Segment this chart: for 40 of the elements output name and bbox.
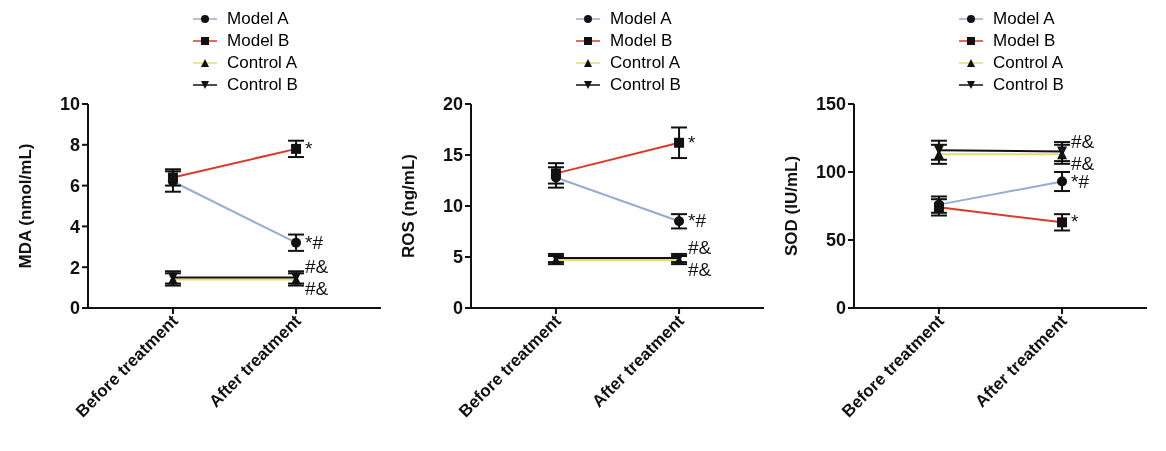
y-tick-label: 8	[69, 135, 80, 156]
annotation: #&	[688, 259, 712, 281]
y-tick-label: 150	[815, 94, 846, 115]
y-axis-title: SOD (IU/mL)	[782, 155, 802, 257]
annotation: *	[305, 137, 314, 159]
legend-label: Control B	[610, 74, 681, 96]
annotation: #&	[305, 278, 329, 300]
legend-label: Control A	[993, 52, 1063, 74]
y-tick-label: 15	[442, 145, 463, 166]
y-axis-title: MDA (nmol/mL)	[16, 143, 36, 269]
y-tick-label: 6	[69, 175, 80, 196]
y-tick-label: 0	[835, 298, 846, 319]
legend-label: Control A	[227, 52, 297, 74]
y-axis-title: ROS (ng/mL)	[399, 154, 419, 258]
annotation: *	[1071, 211, 1080, 233]
legend-label: Model B	[993, 30, 1056, 52]
y-tick-label: 50	[825, 230, 846, 251]
y-tick-label: 0	[452, 298, 463, 319]
legend-label: Model A	[610, 8, 672, 30]
y-tick-label: 0	[69, 298, 80, 319]
legend-label: Control B	[993, 74, 1064, 96]
y-tick-label: 10	[59, 94, 80, 115]
y-tick-label: 20	[442, 94, 463, 115]
legend-label: Control B	[227, 74, 298, 96]
annotation: *#	[305, 231, 324, 253]
y-tick-label: 2	[69, 257, 80, 278]
y-tick-label: 4	[69, 216, 80, 237]
annotation: *	[688, 131, 697, 153]
legend-label: Model B	[227, 30, 290, 52]
legend-label: Model B	[610, 30, 673, 52]
annotation: #&	[688, 237, 712, 259]
legend-label: Model A	[227, 8, 289, 30]
annotation: *#	[688, 210, 707, 232]
legend-label: Model A	[993, 8, 1055, 30]
legend-label: Control A	[610, 52, 680, 74]
annotation: #&	[305, 256, 329, 278]
y-tick-label: 100	[815, 162, 846, 183]
annotation: #&	[1071, 130, 1095, 152]
y-tick-label: 10	[442, 196, 463, 217]
y-tick-label: 5	[452, 247, 463, 268]
